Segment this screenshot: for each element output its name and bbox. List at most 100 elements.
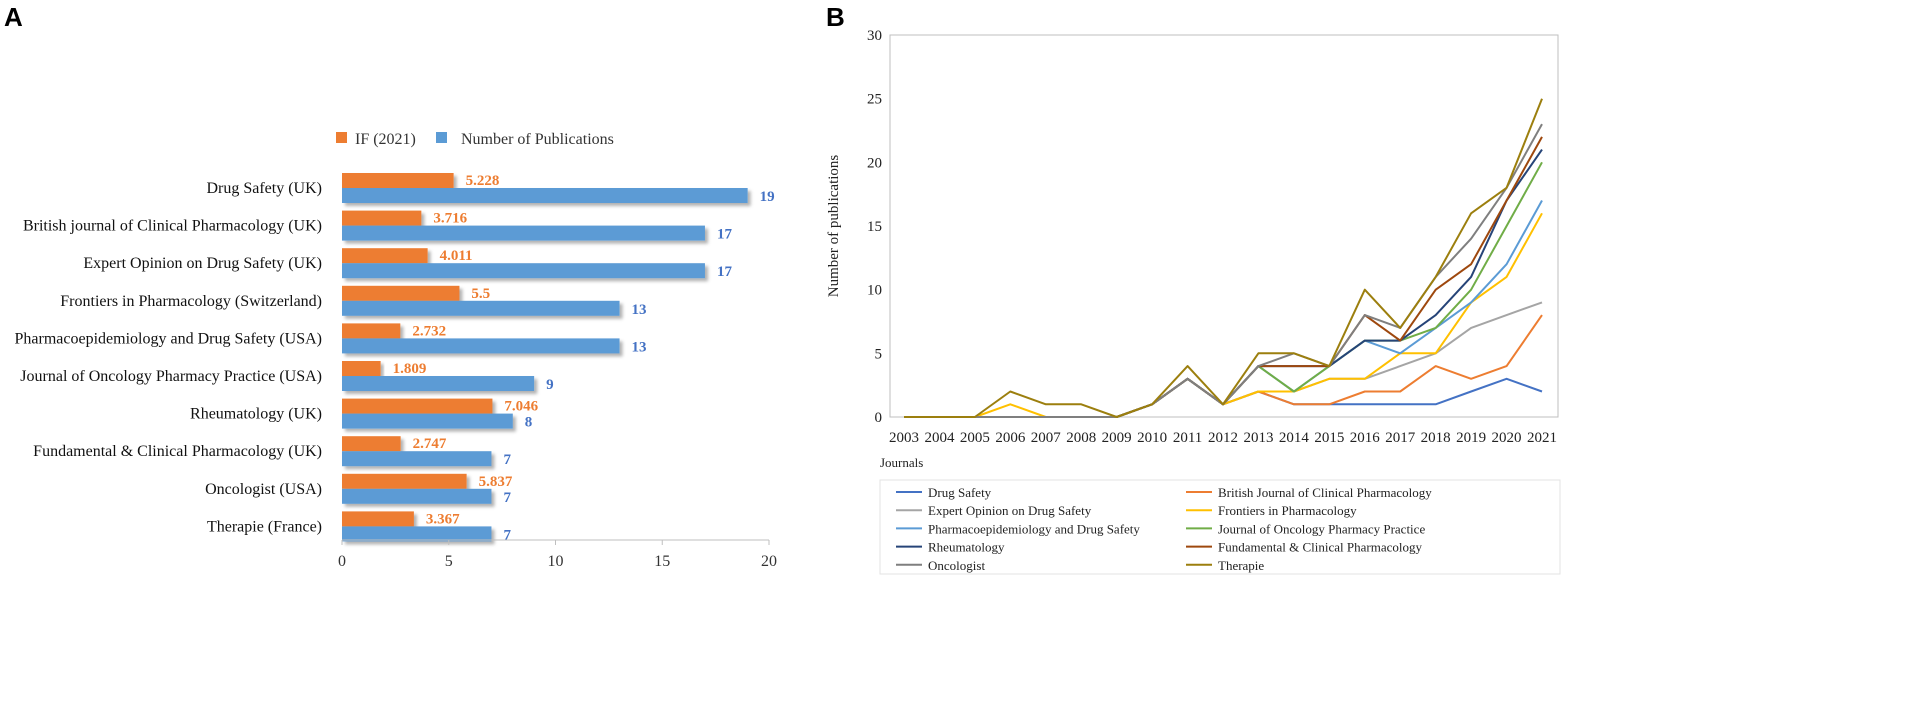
category-label: Frontiers in Pharmacology (Switzerland) xyxy=(60,293,322,310)
bar-pubs xyxy=(342,526,492,542)
x-tick-label: 2013 xyxy=(1243,430,1273,446)
x-tick-label: 2007 xyxy=(1031,430,1062,446)
bar-if xyxy=(342,473,467,489)
bar-label-if: 5.228 xyxy=(466,173,500,189)
bar-label-if: 2.732 xyxy=(412,323,446,339)
category-label: Expert Opinion on Drug Safety (UK) xyxy=(83,255,322,272)
x-tick-label: 2021 xyxy=(1527,430,1557,446)
category-label: Rheumatology (UK) xyxy=(190,406,322,423)
legend-frame xyxy=(879,479,1561,575)
category-label: Oncologist (USA) xyxy=(205,481,322,498)
x-tick-label: 2020 xyxy=(1492,430,1522,446)
bar-pubs xyxy=(342,225,705,241)
x-tick-label: 2014 xyxy=(1279,430,1310,446)
panel-letter-b: B xyxy=(826,2,845,32)
bar-label-if: 4.011 xyxy=(440,248,473,264)
bar-pubs xyxy=(342,488,492,504)
legend-label: Oncologist xyxy=(928,558,985,573)
bar-pubs xyxy=(342,451,492,467)
bar-if xyxy=(342,173,454,188)
x-tick-label: 2016 xyxy=(1350,430,1381,446)
x-tick-label: 2011 xyxy=(1173,430,1202,446)
series-line xyxy=(904,161,1543,418)
legend-label: Fundamental & Clinical Pharmacology xyxy=(1218,540,1422,555)
bar-label-if: 2.747 xyxy=(413,436,447,452)
bar-if xyxy=(342,436,401,452)
bar-if xyxy=(342,323,401,339)
bar-label-pubs: 8 xyxy=(525,415,533,431)
x-tick-label: 2019 xyxy=(1456,430,1486,446)
category-label: British journal of Clinical Pharmacology… xyxy=(23,218,322,235)
series-line xyxy=(904,136,1543,418)
category-label: Therapie (France) xyxy=(207,518,322,535)
y-tick-label: 0 xyxy=(875,410,883,426)
bar-pubs xyxy=(342,376,535,391)
legend-label: Frontiers in Pharmacology xyxy=(1218,503,1357,518)
x-tick-label: 2010 xyxy=(1137,430,1167,446)
y-tick-label: 30 xyxy=(867,28,882,44)
bar-label-pubs: 9 xyxy=(546,377,554,393)
y-axis-label: Number of publications xyxy=(826,155,842,298)
bar-if xyxy=(342,361,381,376)
x-tick-label: 2015 xyxy=(1314,430,1344,446)
x-tick-label: 5 xyxy=(445,553,453,570)
series-line xyxy=(904,200,1543,418)
bar-label-pubs: 13 xyxy=(632,302,647,318)
bar-pubs xyxy=(342,338,620,354)
x-tick-label: 2009 xyxy=(1102,430,1132,446)
bar-pubs xyxy=(342,300,620,316)
bar-if xyxy=(342,511,414,527)
bar-pubs xyxy=(342,263,705,279)
category-label: Journal of Oncology Pharmacy Practice (U… xyxy=(20,368,322,385)
panel-letter-a: A xyxy=(4,2,23,32)
bar-pubs xyxy=(342,188,748,203)
bar-label-pubs: 7 xyxy=(503,527,511,543)
category-label: Drug Safety (UK) xyxy=(206,180,322,197)
bar-label-pubs: 7 xyxy=(503,452,511,468)
bar-label-pubs: 7 xyxy=(503,490,511,506)
series-line xyxy=(904,314,1543,418)
bar-label-if: 5.837 xyxy=(479,474,513,490)
x-tick-label: 0 xyxy=(338,553,346,570)
x-tick-label: 20 xyxy=(761,553,777,570)
legend-label: Drug Safety xyxy=(928,485,992,500)
bar-if xyxy=(342,248,428,264)
x-tick-label: 2017 xyxy=(1385,430,1416,446)
legend-label-if: IF (2021) xyxy=(355,131,416,148)
series-line xyxy=(904,377,1543,418)
series-line xyxy=(904,149,1543,418)
bar-label-pubs: 17 xyxy=(717,264,733,280)
bar-if xyxy=(342,285,460,301)
bar-label-pubs: 19 xyxy=(760,189,775,205)
series-line xyxy=(904,123,1543,418)
bar-if xyxy=(342,210,422,226)
legend-label: Journal of Oncology Pharmacy Practice xyxy=(1218,521,1425,536)
bar-label-if: 3.716 xyxy=(433,211,467,227)
x-tick-label: 2008 xyxy=(1066,430,1096,446)
bar-label-if: 7.046 xyxy=(504,399,538,415)
legend-label: Expert Opinion on Drug Safety xyxy=(928,503,1092,518)
line-chart-publications: 0 5 10 15 20 25 30 Number of publications 2003 20… xyxy=(826,28,1561,575)
x-tick-label: 15 xyxy=(654,553,670,570)
category-label: Fundamental & Clinical Pharmacology (UK) xyxy=(33,443,322,460)
bar-label-if: 5.5 xyxy=(471,286,490,302)
y-tick-label: 25 xyxy=(867,92,882,108)
y-tick-label: 20 xyxy=(867,155,882,171)
bar-pubs xyxy=(342,413,513,429)
x-tick-label: 2005 xyxy=(960,430,990,446)
legend-label-pubs: Number of Publications xyxy=(461,131,614,148)
bar-chart-journals: IF (2021) Number of Publications 5.228 19 Dr… xyxy=(15,131,777,570)
x-tick-label: 2012 xyxy=(1208,430,1238,446)
legend-swatch-pubs xyxy=(436,132,447,143)
bar-if xyxy=(342,398,493,414)
series-line xyxy=(904,98,1543,418)
legend-label: Pharmacoepidemiology and Drug Safety xyxy=(928,521,1140,536)
y-tick-label: 5 xyxy=(875,346,883,362)
bar-label-pubs: 13 xyxy=(632,339,647,355)
legend-label: British Journal of Clinical Pharmacology xyxy=(1218,485,1432,500)
legend-label: Therapie xyxy=(1218,558,1264,573)
x-tick-label: 2006 xyxy=(995,430,1026,446)
y-tick-label: 15 xyxy=(867,219,882,235)
legend-swatch-if xyxy=(336,132,347,143)
